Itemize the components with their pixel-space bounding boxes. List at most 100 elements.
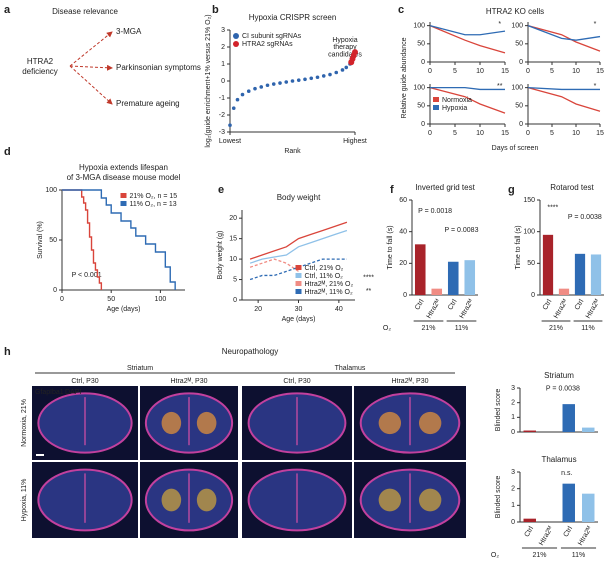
y-tick-label: 100 — [413, 22, 425, 29]
y-tick-label: 3 — [221, 27, 225, 34]
bar — [414, 244, 426, 295]
group-label: 21% — [421, 325, 435, 332]
series-line — [430, 86, 505, 91]
x-tick-label: Ctrl — [563, 525, 575, 538]
x-tick-label: Htra2ᴹ — [426, 298, 443, 320]
x-tick-label: 15 — [596, 68, 604, 75]
legend-swatch — [233, 41, 239, 47]
chart-title: Striatum — [544, 371, 574, 380]
bar — [464, 260, 476, 295]
annotation: ** — [366, 288, 372, 295]
y-tick-label: 100 — [511, 84, 523, 91]
x-tick-label: 0 — [526, 68, 530, 75]
arrow — [69, 31, 113, 67]
stain-label: Iba1 — [50, 389, 64, 396]
point — [271, 82, 276, 86]
bar — [574, 253, 586, 295]
x-tick-label: 15 — [596, 130, 604, 137]
annotation: **** — [363, 274, 374, 281]
survival-curve — [62, 189, 103, 290]
y-tick-label: -2 — [219, 112, 225, 119]
gliosis — [418, 411, 442, 435]
y-tick-label: 0 — [403, 292, 407, 299]
y-axis-label: log₂(guide enrichment+1% versus 21% O₂) — [205, 14, 212, 147]
point — [259, 85, 264, 89]
y-axis-label: Relative guide abundance — [401, 37, 408, 118]
section-title: Neuropathology — [222, 347, 278, 356]
x-tick-label: 50 — [107, 296, 115, 303]
group-label: 11% — [455, 325, 469, 332]
panel-label: g — [508, 184, 515, 196]
x-tick-label: 0 — [526, 130, 530, 137]
point — [278, 81, 282, 85]
x-tick-label: 10 — [476, 68, 484, 75]
diagram-source: deficiency — [22, 67, 58, 76]
chart-title: Rotarod test — [550, 183, 594, 192]
y-tick-label: 20 — [399, 260, 407, 267]
chart-title: Hypoxia CRISPR screen — [249, 13, 337, 22]
x-tick-label: Htra2ᴹ — [585, 298, 602, 320]
y-tick-label: 2 — [511, 400, 515, 407]
point — [352, 49, 358, 56]
point — [253, 86, 257, 91]
legend-label: Htra2ᴹ, 11% O₂ — [305, 289, 353, 296]
y-tick-label: 0 — [519, 59, 523, 66]
gliosis — [378, 488, 402, 512]
diagram-target: Parkinsonian symptoms — [116, 63, 201, 72]
x-tick-label: 15 — [501, 68, 509, 75]
x-tick-label: 0 — [428, 68, 432, 75]
annotation: P = 0.0018 — [418, 208, 452, 215]
diagram-target: Premature ageing — [116, 99, 180, 108]
legend-label: Htra2ᴹ, 21% O₂ — [305, 281, 354, 288]
x-tick-label: 30 — [295, 306, 303, 313]
point — [265, 83, 270, 88]
bar — [562, 404, 575, 432]
legend-label: Hypoxia — [442, 105, 467, 112]
x-tick-label: 10 — [476, 130, 484, 137]
y-tick-label: 20 — [229, 215, 237, 222]
x-axis-label: Days of screen — [492, 145, 539, 152]
x-tick-label: 40 — [335, 306, 343, 313]
gliosis — [161, 411, 182, 435]
y-tick-label: 1 — [511, 502, 515, 509]
region-label: Striatum — [127, 365, 153, 372]
stain-label: DAPI — [65, 389, 81, 396]
y-tick-label: 60 — [399, 197, 407, 204]
x-tick-label: Lowest — [219, 138, 241, 145]
x-tick-label: 10 — [572, 68, 580, 75]
group-label: 11% — [581, 325, 595, 332]
series-line — [249, 258, 299, 272]
y-tick-label: 3 — [511, 469, 515, 476]
bar — [582, 493, 595, 522]
legend-swatch — [295, 265, 302, 270]
x-tick-label: 5 — [453, 68, 457, 75]
chart-title: Hypoxia extends lifespan — [79, 163, 168, 172]
legend-swatch — [120, 201, 127, 206]
y-tick-label: 50 — [417, 41, 425, 48]
legend-swatch — [295, 281, 302, 286]
diagram-target: 3-MGA — [116, 27, 142, 36]
y-tick-label: 0 — [511, 519, 515, 526]
annotation: P = 0.0083 — [445, 227, 479, 234]
point — [321, 74, 326, 78]
point — [290, 79, 295, 83]
point — [228, 123, 232, 127]
y-tick-label: 5 — [233, 276, 237, 283]
y-tick-label: -1 — [219, 95, 225, 102]
chart-title: Body weight — [277, 193, 321, 202]
annotation: n.s. — [561, 470, 572, 477]
group-label: 21% — [532, 552, 546, 559]
series-line — [527, 87, 601, 112]
chart-title: HTRA2 KO cells — [486, 7, 544, 16]
y-tick-label: 1 — [511, 414, 515, 421]
y-tick-label: 3 — [511, 385, 515, 392]
point — [315, 75, 320, 80]
point — [309, 76, 314, 81]
panel-label: h — [4, 346, 11, 358]
y-axis-label: Blinded score — [495, 389, 502, 432]
y-tick-label: 2 — [511, 486, 515, 493]
x-tick-label: 20 — [254, 306, 262, 313]
legend-label: 21% O₂, n = 15 — [130, 193, 178, 200]
column-label: Htra2ᴹ, P30 — [170, 378, 207, 385]
annotation: * — [594, 21, 597, 28]
